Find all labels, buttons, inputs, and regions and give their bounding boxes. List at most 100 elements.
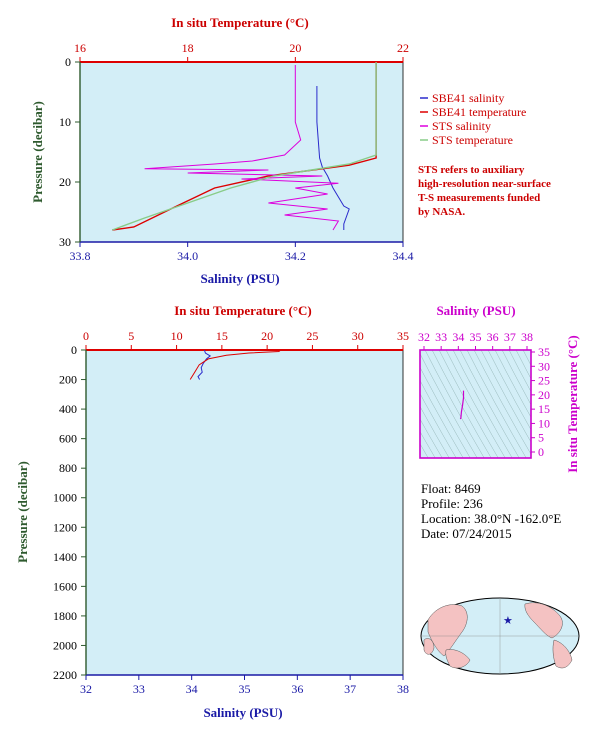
lower-pressure-tick-label: 1600 xyxy=(53,579,77,593)
note-line-2: high-resolution near-surface xyxy=(418,178,551,190)
ts-plot-area xyxy=(420,350,531,458)
lower-pressure-tick-label: 1000 xyxy=(53,491,77,505)
map-land xyxy=(423,602,573,669)
lower-pressure-tick-label: 1200 xyxy=(53,520,77,534)
ts-profile-line xyxy=(459,390,465,420)
lower-bottom-axis-label: Salinity (PSU) xyxy=(203,705,282,720)
legend-sbe41-temperature: SBE41 temperature xyxy=(432,105,526,119)
lower-pressure-tick-label: 600 xyxy=(59,432,77,446)
lower-series-sbe41-temperature xyxy=(189,349,282,380)
ts-density-contour xyxy=(459,350,520,458)
date: Date: 07/24/2015 xyxy=(421,526,512,541)
land-africa xyxy=(423,638,435,655)
float-id: Float: 8469 xyxy=(421,481,481,496)
upper-series-sbe41-temperature xyxy=(112,62,377,231)
upper-series-sts-salinity xyxy=(144,65,340,231)
ts-salinity-tick-label: 38 xyxy=(521,330,533,344)
float-info: Float: 8469 Profile: 236 Location: 38.0°… xyxy=(421,481,561,541)
lower-pressure-tick-label: 800 xyxy=(59,461,77,475)
ts-temperature-tick-label: 20 xyxy=(538,388,550,402)
upper-legend: SBE41 salinity SBE41 temperature STS sal… xyxy=(420,91,526,147)
lower-salinity-tick-label: 32 xyxy=(80,682,92,696)
ts-density-contour xyxy=(452,350,513,458)
ts-density-contour xyxy=(487,350,531,431)
lower-plot: 32 33 34 35 36 37 38 0 5 10 15 20 25 30 35 0 200 400 600 80… xyxy=(15,303,409,720)
ts-density-contour xyxy=(501,350,531,406)
upper-plot: 33.8 34.0 34.2 34.4 16 18 20 22 0 10 20 30 In situ … xyxy=(30,15,414,286)
upper-pressure-tick-label: 20 xyxy=(59,175,71,189)
ts-density-contour xyxy=(473,350,531,455)
lower-pressure-tick-label: 2200 xyxy=(53,668,77,682)
lower-salinity-tick-label: 33 xyxy=(133,682,145,696)
lower-salinity-tick-label: 36 xyxy=(291,682,303,696)
ts-density-contour xyxy=(445,350,506,458)
ts-density-contour xyxy=(420,380,464,458)
upper-temperature-tick-label: 16 xyxy=(74,41,86,55)
legend-sts-temperature: STS temperature xyxy=(432,133,513,147)
upper-series-sbe41-salinity xyxy=(316,86,350,230)
lower-salinity-tick-label: 34 xyxy=(186,682,198,696)
ts-salinity-tick-label: 34 xyxy=(452,330,464,344)
ts-density-contour xyxy=(420,443,429,458)
location-map: ★ xyxy=(420,597,580,675)
lower-pressure-tick-label: 1400 xyxy=(53,550,77,564)
upper-left-axis-label: Pressure (decibar) xyxy=(30,101,45,203)
profile-number: Profile: 236 xyxy=(421,496,483,511)
upper-series xyxy=(112,62,377,231)
ts-temperature-tick-label: 0 xyxy=(538,445,544,459)
ts-salinity-tick-label: 35 xyxy=(470,330,482,344)
ts-density-contour xyxy=(480,350,531,443)
upper-pressure-tick-label: 10 xyxy=(59,115,71,129)
lower-pressure-tick-label: 1800 xyxy=(53,609,77,623)
land-south-america xyxy=(552,639,573,669)
ts-density-contour xyxy=(424,350,485,458)
upper-salinity-tick-label: 34.4 xyxy=(393,249,414,263)
lower-salinity-tick-label: 38 xyxy=(397,682,409,696)
lower-series xyxy=(189,349,282,380)
lower-temperature-tick-label: 30 xyxy=(352,329,364,343)
float-location-marker: ★ xyxy=(503,615,513,627)
upper-temperature-tick-label: 18 xyxy=(182,41,194,55)
lower-temperature-tick-label: 35 xyxy=(397,329,409,343)
lower-pressure-tick-label: 400 xyxy=(59,402,77,416)
lower-temperature-tick-label: 25 xyxy=(306,329,318,343)
legend-sts-salinity: STS salinity xyxy=(432,119,491,133)
land-asia xyxy=(427,604,468,657)
land-north-america xyxy=(524,602,563,639)
upper-salinity-tick-label: 34.0 xyxy=(177,249,198,263)
ts-salinity-tick-label: 32 xyxy=(418,330,430,344)
lower-pressure-tick-label: 0 xyxy=(71,343,77,357)
ts-density-contour xyxy=(420,406,450,458)
lower-left-axis-label: Pressure (decibar) xyxy=(15,461,30,563)
ts-density-contours xyxy=(420,350,531,458)
ts-density-contour xyxy=(522,350,531,366)
legend-sbe41-salinity: SBE41 salinity xyxy=(432,91,504,105)
upper-temperature-tick-label: 22 xyxy=(397,41,409,55)
lower-salinity-tick-label: 37 xyxy=(344,682,356,696)
ts-salinity-tick-label: 33 xyxy=(435,330,447,344)
upper-ticks: 33.8 34.0 34.2 34.4 16 18 20 22 0 10 20 30 xyxy=(59,41,414,263)
upper-plot-area xyxy=(80,62,403,242)
note-line-1: STS refers to auxiliary xyxy=(418,164,525,176)
ts-density-contour xyxy=(438,350,499,458)
lower-salinity-tick-label: 35 xyxy=(239,682,251,696)
location: Location: 38.0°N -162.0°E xyxy=(421,511,561,526)
ts-density-contour xyxy=(529,350,531,353)
lower-plot-area xyxy=(86,350,403,675)
lower-temperature-tick-label: 20 xyxy=(261,329,273,343)
sts-note: STS refers to auxiliary high-resolution … xyxy=(418,164,551,218)
ts-temperature-tick-label: 25 xyxy=(538,374,550,388)
upper-salinity-tick-label: 33.8 xyxy=(70,249,91,263)
ts-density-contour xyxy=(508,350,531,393)
land-australia xyxy=(445,649,471,669)
upper-pressure-tick-label: 30 xyxy=(59,235,71,249)
ts-salinity-tick-label: 37 xyxy=(504,330,516,344)
lower-ticks: 32 33 34 35 36 37 38 0 5 10 15 20 25 30 35 0 200 400 600 80… xyxy=(53,329,409,696)
ts-density-contour xyxy=(466,350,527,458)
ts-right-axis-label: In situ Temperature (°C) xyxy=(565,335,580,473)
ts-density-contour xyxy=(420,431,436,458)
ts-temperature-tick-label: 35 xyxy=(538,345,550,359)
